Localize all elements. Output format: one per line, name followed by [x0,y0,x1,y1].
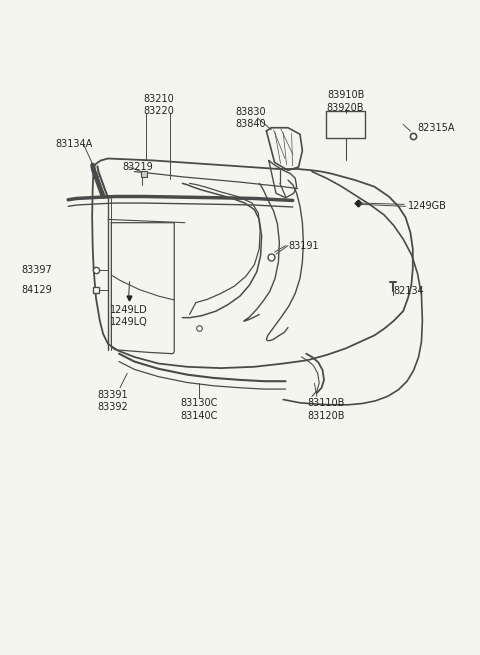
Text: 83910B
83920B: 83910B 83920B [327,90,364,113]
Text: 83210
83220: 83210 83220 [143,94,174,116]
Text: 1249GB: 1249GB [408,201,447,212]
Text: 84129: 84129 [22,284,52,295]
Text: 83134A: 83134A [55,139,93,149]
Text: 82315A: 82315A [418,122,455,133]
Text: 82134: 82134 [394,286,424,297]
Text: 83191: 83191 [288,240,319,251]
Text: 83397: 83397 [22,265,52,275]
Text: 83130C
83140C: 83130C 83140C [180,398,218,421]
Text: 1249LD
1249LQ: 1249LD 1249LQ [110,305,148,327]
Text: 83110B
83120B: 83110B 83120B [308,398,345,421]
Text: 83391
83392: 83391 83392 [97,390,128,412]
Text: 83830
83840: 83830 83840 [235,107,266,129]
Text: 83219: 83219 [122,162,153,172]
